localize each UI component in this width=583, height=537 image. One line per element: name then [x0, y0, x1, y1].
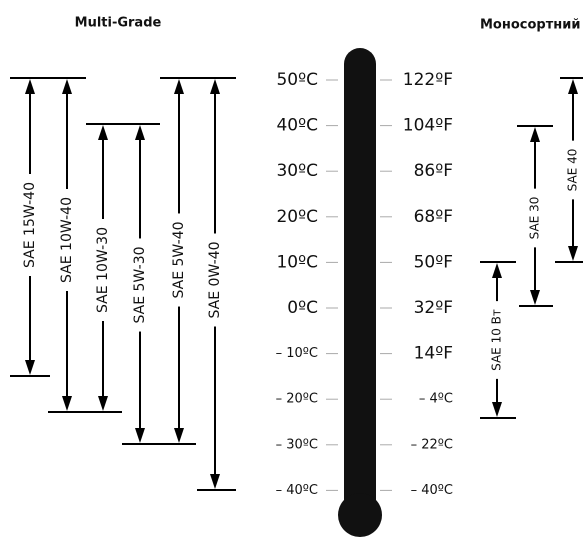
- arrow-head: [210, 474, 220, 489]
- arrow-head: [568, 246, 578, 261]
- celsius-label: – 40ºC: [276, 483, 318, 498]
- thermometer-tube: [344, 48, 376, 518]
- arrow-head: [98, 125, 108, 140]
- arrow-head: [210, 79, 220, 94]
- celsius-label: – 20ºC: [276, 392, 318, 407]
- arrow-head: [530, 127, 540, 142]
- celsius-label: 20ºC: [276, 207, 318, 227]
- celsius-label: 40ºC: [276, 116, 318, 136]
- arrow-head: [25, 360, 35, 375]
- grade-label: SAE 30: [528, 197, 542, 240]
- arrow-head: [25, 79, 35, 94]
- grade-label: SAE 10W-40: [59, 197, 75, 283]
- arrow-head: [492, 263, 502, 278]
- thermometer-bulb: [338, 493, 382, 537]
- fahrenheit-label: 104ºF: [403, 116, 453, 136]
- grade-label: SAE 10 Вт: [490, 309, 504, 371]
- celsius-label: 10ºC: [276, 252, 318, 272]
- arrow-head: [62, 396, 72, 411]
- grade-label: SAE 5W-30: [132, 246, 148, 323]
- arrow-head: [492, 402, 502, 417]
- celsius-label: 0ºC: [287, 298, 318, 318]
- arrow-head: [568, 79, 578, 94]
- fahrenheit-label: 122ºF: [403, 70, 453, 90]
- arrow-head: [62, 79, 72, 94]
- fahrenheit-label: 50ºF: [414, 252, 453, 272]
- single-grade-title: Моносортний: [480, 18, 580, 33]
- celsius-label: 30ºC: [276, 161, 318, 181]
- fahrenheit-label: 32ºF: [414, 298, 453, 318]
- fahrenheit-label: 86ºF: [414, 161, 453, 181]
- arrow-head: [174, 79, 184, 94]
- arrow-head: [174, 428, 184, 443]
- fahrenheit-label: 68ºF: [414, 207, 453, 227]
- fahrenheit-label: 14ºF: [414, 344, 453, 364]
- arrow-head: [530, 290, 540, 305]
- grade-label: SAE 0W-40: [207, 241, 223, 318]
- celsius-label: – 30ºC: [276, 437, 318, 452]
- grade-label: SAE 10W-30: [95, 227, 111, 313]
- fahrenheit-label: – 4ºC: [419, 392, 453, 407]
- grade-label: SAE 5W-40: [171, 221, 187, 298]
- fahrenheit-label: – 22ºC: [411, 437, 453, 452]
- multi-grade-title: Multi-Grade: [75, 16, 162, 31]
- celsius-label: – 10ºC: [276, 346, 318, 361]
- grade-label: SAE 15W-40: [22, 182, 38, 268]
- grade-label: SAE 40: [566, 149, 580, 192]
- arrow-head: [135, 428, 145, 443]
- fahrenheit-label: – 40ºC: [411, 483, 453, 498]
- arrow-head: [135, 125, 145, 140]
- arrow-head: [98, 396, 108, 411]
- celsius-label: 50ºC: [276, 70, 318, 90]
